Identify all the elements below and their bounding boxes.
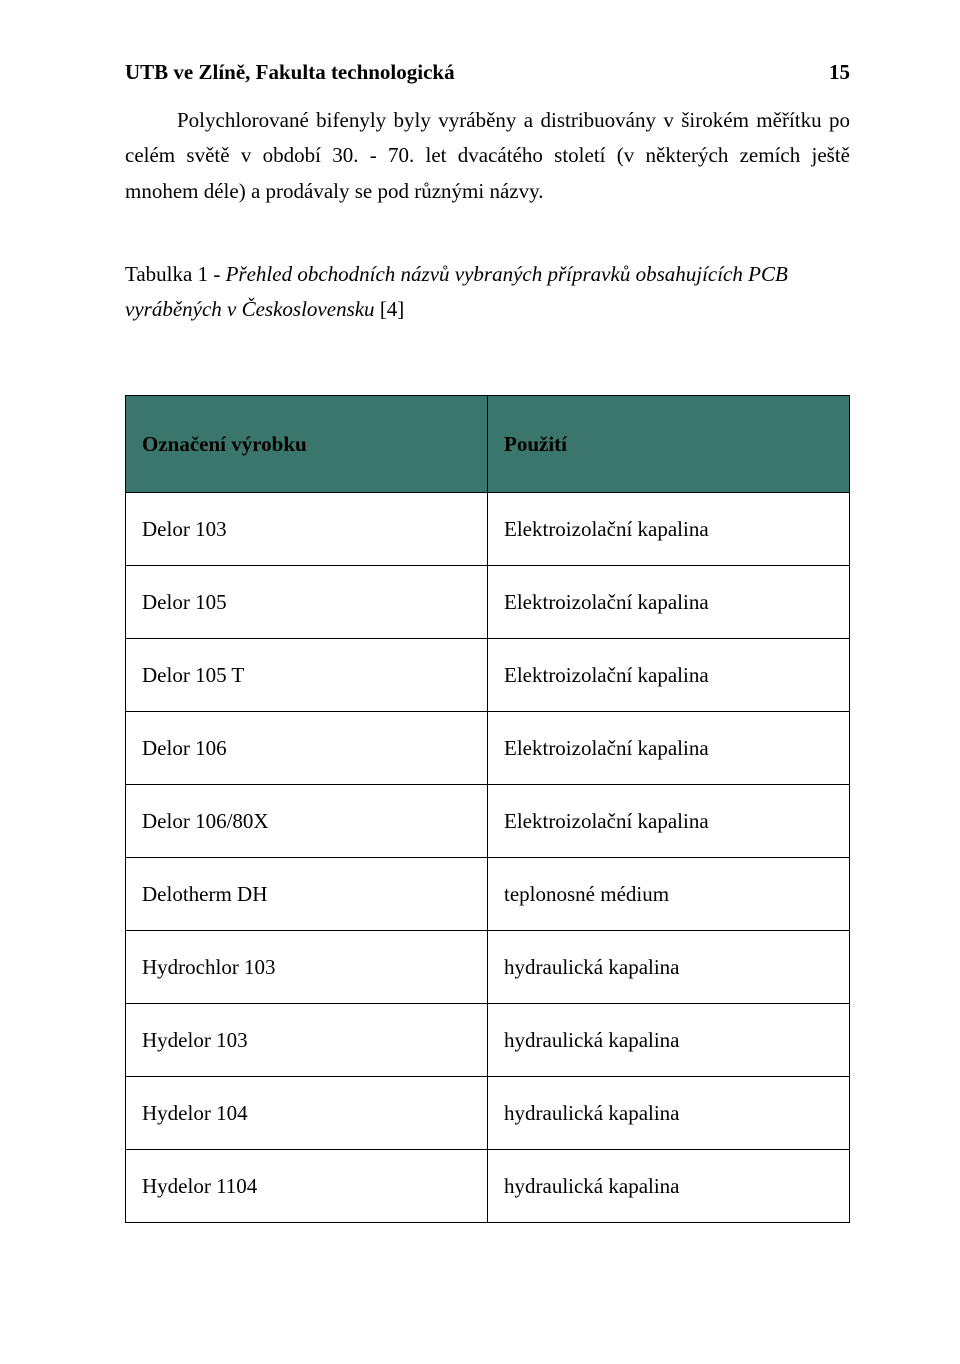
table-caption: Tabulka 1 - Přehled obchodních názvů vyb…	[125, 257, 850, 328]
cell-product: Delor 105 T	[126, 639, 488, 712]
caption-ref: [4]	[375, 297, 405, 321]
header-left: UTB ve Zlíně, Fakulta technologická	[125, 60, 455, 85]
table-body: Delor 103Elektroizolační kapalinaDelor 1…	[126, 493, 850, 1223]
cell-product: Delor 106	[126, 712, 488, 785]
table-row: Delor 106/80XElektroizolační kapalina	[126, 785, 850, 858]
cell-product: Hydelor 104	[126, 1077, 488, 1150]
table-row: Hydrochlor 103hydraulická kapalina	[126, 931, 850, 1004]
cell-use: Elektroizolační kapalina	[488, 639, 850, 712]
cell-product: Hydelor 1104	[126, 1150, 488, 1223]
cell-use: hydraulická kapalina	[488, 931, 850, 1004]
pcb-table: Označení výrobku Použití Delor 103Elektr…	[125, 395, 850, 1223]
cell-use: teplonosné médium	[488, 858, 850, 931]
table-row: Delor 106Elektroizolační kapalina	[126, 712, 850, 785]
cell-product: Delor 105	[126, 566, 488, 639]
intro-paragraph: Polychlorované bifenyly byly vyráběny a …	[125, 103, 850, 209]
cell-product: Delotherm DH	[126, 858, 488, 931]
cell-product: Hydrochlor 103	[126, 931, 488, 1004]
table-row: Hydelor 1104hydraulická kapalina	[126, 1150, 850, 1223]
page-number: 15	[829, 60, 850, 85]
cell-use: hydraulická kapalina	[488, 1150, 850, 1223]
cell-use: Elektroizolační kapalina	[488, 493, 850, 566]
col-header-use: Použití	[488, 396, 850, 493]
cell-product: Hydelor 103	[126, 1004, 488, 1077]
table-row: Delotherm DHteplonosné médium	[126, 858, 850, 931]
cell-product: Delor 103	[126, 493, 488, 566]
cell-use: hydraulická kapalina	[488, 1004, 850, 1077]
table-row: Delor 105Elektroizolační kapalina	[126, 566, 850, 639]
cell-use: Elektroizolační kapalina	[488, 785, 850, 858]
table-row: Delor 105 TElektroizolační kapalina	[126, 639, 850, 712]
cell-product: Delor 106/80X	[126, 785, 488, 858]
col-header-product: Označení výrobku	[126, 396, 488, 493]
table-row: Hydelor 103hydraulická kapalina	[126, 1004, 850, 1077]
table-header-row: Označení výrobku Použití	[126, 396, 850, 493]
cell-use: Elektroizolační kapalina	[488, 712, 850, 785]
page: UTB ve Zlíně, Fakulta technologická 15 P…	[0, 0, 960, 1364]
table-row: Hydelor 104hydraulická kapalina	[126, 1077, 850, 1150]
caption-lead: Tabulka 1 -	[125, 262, 226, 286]
cell-use: hydraulická kapalina	[488, 1077, 850, 1150]
page-header: UTB ve Zlíně, Fakulta technologická 15	[125, 60, 850, 85]
table-row: Delor 103Elektroizolační kapalina	[126, 493, 850, 566]
cell-use: Elektroizolační kapalina	[488, 566, 850, 639]
